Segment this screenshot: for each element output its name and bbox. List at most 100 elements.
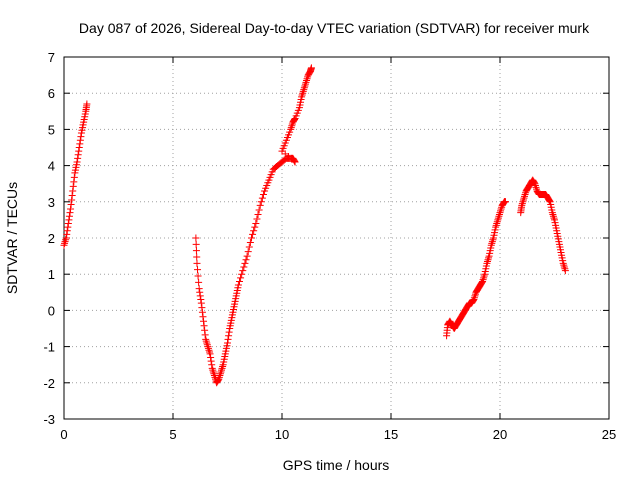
data-point-segment-4 <box>548 209 556 217</box>
data-point-segment-4 <box>521 191 529 199</box>
data-point-segment-2 <box>207 357 215 365</box>
data-point-segment-3 <box>492 221 500 229</box>
data-point-segment-2 <box>202 335 210 343</box>
data-point-segment-2 <box>192 240 200 248</box>
data-point-segment-2 <box>255 206 263 214</box>
data-point-segment-2 <box>298 93 306 101</box>
data-point-segment-2 <box>206 350 214 358</box>
data-point-segment-2 <box>249 230 257 238</box>
y-tick-label: -2 <box>43 376 55 391</box>
data-point-segment-2 <box>216 370 224 378</box>
data-point-segment-3 <box>493 218 501 226</box>
data-point-segment-2 <box>287 124 295 132</box>
x-tick-label: 15 <box>384 427 398 442</box>
data-point-segment-2 <box>219 363 227 371</box>
data-point-segment-2 <box>254 210 262 218</box>
data-point-segment-3 <box>479 276 487 284</box>
data-point-segment-4 <box>561 265 569 273</box>
data-point-segment-3 <box>494 214 502 222</box>
data-point-segment-2 <box>225 332 233 340</box>
data-point-segment-2 <box>206 348 214 356</box>
data-point-segment-2 <box>242 256 250 264</box>
data-point-segment-1 <box>77 133 85 141</box>
data-point-segment-2 <box>214 377 222 385</box>
data-point-segment-2 <box>193 259 201 267</box>
data-point-segment-3 <box>494 216 502 224</box>
data-point-segment-2 <box>288 122 296 130</box>
data-point-segment-1 <box>64 223 72 231</box>
data-point-segment-2 <box>208 364 216 372</box>
data-point-segment-3 <box>471 292 479 300</box>
data-point-segment-1 <box>73 158 81 166</box>
y-tick-label: 6 <box>48 86 55 101</box>
data-point-segment-3 <box>487 241 495 249</box>
data-point-segment-2 <box>218 364 226 372</box>
data-point-segment-2 <box>224 339 231 347</box>
chart-title: Day 087 of 2026, Sidereal Day-to-day VTE… <box>79 20 590 36</box>
data-point-segment-4 <box>531 182 539 190</box>
data-point-segment-3 <box>485 254 493 262</box>
y-tick-label: -3 <box>43 412 55 427</box>
y-tick-label: 1 <box>48 267 55 282</box>
data-point-segment-1 <box>68 191 76 199</box>
data-point-segment-2 <box>259 191 267 199</box>
data-point-segment-4 <box>518 200 526 208</box>
data-point-segment-1 <box>65 216 73 224</box>
data-point-segment-3 <box>483 258 491 266</box>
data-point-segment-2 <box>209 368 217 376</box>
data-point-segment-2 <box>207 353 215 361</box>
data-point-segment-2 <box>209 366 217 374</box>
data-point-segment-2 <box>199 313 207 321</box>
data-point-segment-2 <box>192 234 200 242</box>
data-point-segment-2 <box>298 91 306 99</box>
data-point-segment-1 <box>70 173 78 181</box>
data-point-segment-2 <box>307 64 315 72</box>
data-point-segment-3 <box>495 212 503 220</box>
data-point-segment-2 <box>224 335 232 343</box>
x-axis-label: GPS time / hours <box>283 457 390 473</box>
data-point-segment-1 <box>75 147 83 155</box>
data-point-segment-3 <box>479 277 487 285</box>
data-point-segment-2 <box>300 86 308 94</box>
data-point-segment-2 <box>243 252 251 260</box>
data-point-segment-2 <box>300 84 308 92</box>
data-point-segment-1 <box>66 209 74 217</box>
data-point-segment-2 <box>251 223 259 231</box>
data-point-segment-2 <box>303 75 311 83</box>
data-point-segment-4 <box>549 210 557 218</box>
data-point-segment-2 <box>195 285 203 293</box>
data-point-segment-1 <box>62 234 70 242</box>
data-point-segment-3 <box>489 236 497 244</box>
x-tick-label: 0 <box>60 427 67 442</box>
data-point-segment-2 <box>204 343 212 351</box>
x-tick-label: 10 <box>275 427 289 442</box>
data-point-segment-4 <box>520 194 528 202</box>
data-point-segment-1 <box>76 136 84 144</box>
data-point-segment-2 <box>247 234 255 242</box>
tick-labels: 0 5 10 15 20 25 -3 -2 -1 0 1 2 3 4 5 6 7 <box>43 50 616 442</box>
data-point-segment-2 <box>301 82 309 90</box>
data-point-segment-1 <box>69 187 77 195</box>
data-point-segment-4 <box>519 196 527 204</box>
data-point-segment-2 <box>250 227 258 235</box>
x-tick-label: 20 <box>493 427 507 442</box>
data-point-segment-2 <box>196 292 204 300</box>
data-point-segment-4 <box>560 263 568 271</box>
data-point-segment-3 <box>488 238 496 246</box>
data-point-segment-1 <box>64 220 72 228</box>
data-point-segment-2 <box>301 80 309 88</box>
data-point-segment-3 <box>477 279 485 287</box>
data-point-segment-2 <box>302 78 310 86</box>
data-point-segment-2 <box>234 281 242 289</box>
data-point-segment-2 <box>299 87 307 95</box>
data-point-segment-3 <box>500 199 508 207</box>
x-tick-label: 25 <box>602 427 616 442</box>
data-point-segment-2 <box>203 339 211 347</box>
data-point-segment-2 <box>196 288 204 296</box>
data-point-segment-4 <box>549 212 557 220</box>
data-point-segment-2 <box>237 274 245 282</box>
data-point-segment-2 <box>299 89 307 97</box>
data-point-segment-1 <box>65 212 73 220</box>
data-point-segment-4 <box>560 261 568 269</box>
data-point-segment-2 <box>216 372 224 380</box>
